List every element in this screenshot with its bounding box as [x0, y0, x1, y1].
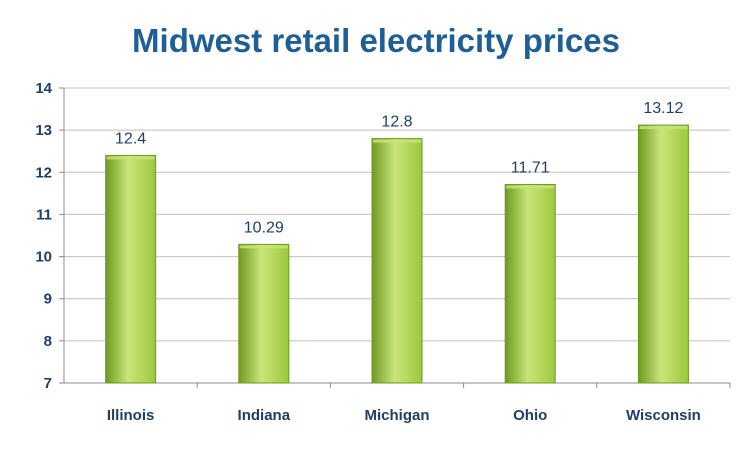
- y-tick-label: 13: [35, 122, 52, 139]
- data-label: 12.8: [381, 114, 412, 131]
- y-tick-label: 7: [44, 375, 52, 392]
- bar-illinois: [105, 154, 157, 384]
- x-tick-label: Ohio: [513, 407, 547, 424]
- bar-wisconsin: [637, 124, 689, 384]
- bar-top-highlight: [506, 185, 555, 189]
- x-tick-label: Wisconsin: [626, 407, 701, 424]
- bar-indiana: [238, 243, 290, 384]
- bar-ohio: [504, 184, 556, 384]
- bar-top-highlight: [106, 156, 155, 160]
- data-labels: 12.4 10.29 12.8 11.71 13.12: [115, 100, 683, 236]
- data-label: 13.12: [643, 100, 683, 117]
- x-tick-label: Indiana: [238, 407, 291, 424]
- bar-top-highlight: [239, 245, 288, 249]
- bar-top-highlight: [639, 126, 688, 130]
- x-tick-label: Illinois: [107, 407, 155, 424]
- y-tick-label: 9: [44, 291, 52, 308]
- x-axis-ticks: Illinois Indiana Michigan Ohio Wisconsin: [107, 383, 731, 424]
- data-label: 12.4: [115, 130, 146, 147]
- y-tick-label: 8: [44, 333, 52, 350]
- chart-title: Midwest retail electricity prices: [132, 22, 620, 59]
- bar-series: [105, 124, 689, 384]
- bar-top-highlight: [373, 139, 421, 143]
- y-tick-label: 12: [35, 164, 52, 181]
- y-tick-label: 11: [36, 206, 52, 223]
- data-label: 10.29: [244, 219, 284, 236]
- data-label: 11.71: [511, 160, 550, 177]
- bar-michigan: [371, 138, 423, 384]
- y-tick-label: 14: [35, 80, 52, 97]
- x-tick-label: Michigan: [364, 407, 429, 424]
- y-axis-ticks: 7 8 9 10 11 12 13 14: [35, 80, 64, 392]
- y-tick-label: 10: [35, 249, 52, 266]
